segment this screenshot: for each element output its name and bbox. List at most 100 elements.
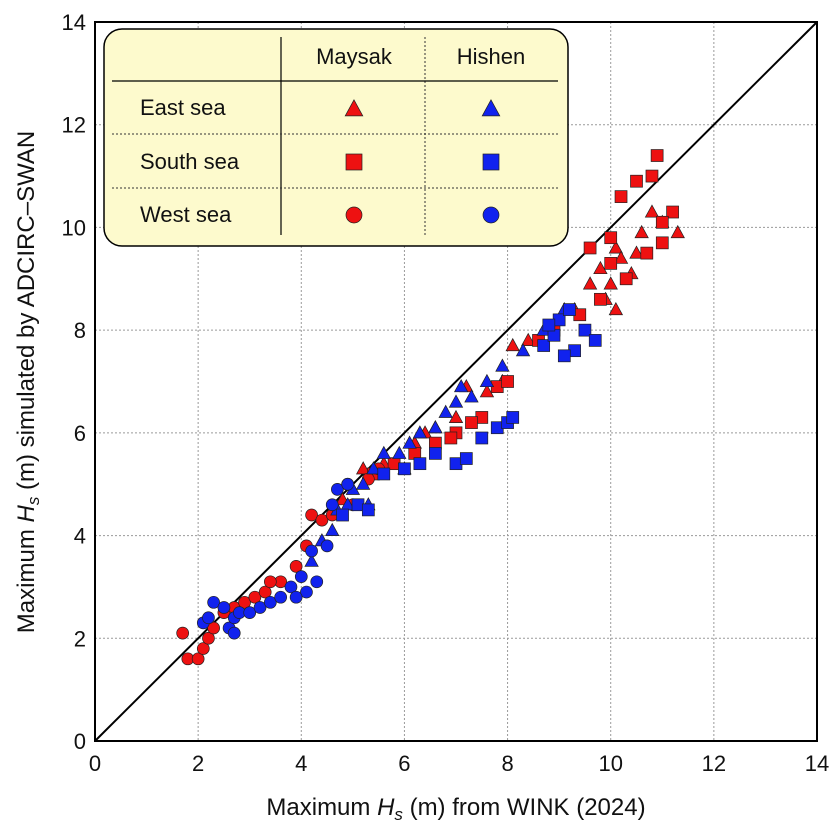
data-point [475, 431, 489, 445]
data-point [402, 435, 417, 449]
data-point [207, 595, 220, 609]
data-point [506, 411, 520, 424]
data-point [505, 337, 520, 352]
data-point [640, 246, 654, 260]
data-point [464, 389, 479, 403]
data-point [310, 575, 324, 589]
data-point [263, 595, 277, 609]
data-point [429, 447, 442, 460]
y-tick-label: 2 [74, 626, 86, 651]
data-point [325, 498, 339, 512]
data-point [413, 457, 427, 471]
legend: Maysak Hishen East sea South sea West se… [103, 28, 569, 247]
data-point [305, 508, 318, 522]
data-point [243, 606, 257, 619]
data-point [274, 590, 288, 604]
plot-frame [94, 21, 818, 742]
legend-markers [344, 99, 501, 224]
data-point [655, 215, 669, 229]
data-point [284, 580, 298, 594]
y-tick-label: 0 [74, 729, 86, 754]
data-point [629, 245, 644, 259]
y-tick-label: 14 [62, 10, 86, 35]
data-point [650, 149, 664, 162]
data-point [608, 240, 624, 254]
data-point [645, 169, 659, 183]
data-point [521, 332, 536, 346]
legend-marker-square [345, 153, 363, 171]
data-point [582, 276, 598, 290]
legend-marker-circle [482, 206, 500, 224]
y-tick-label: 12 [62, 113, 86, 138]
tick-labels: 0 2 4 6 8 10 12 14 0 2 4 6 8 10 12 14 [62, 10, 830, 776]
data-point [666, 205, 679, 219]
data-point [366, 461, 381, 475]
x-tick-label: 14 [805, 751, 829, 776]
legend-marker-circle [345, 206, 363, 224]
data-point [453, 379, 469, 393]
data-point [300, 585, 313, 599]
x-tick-label: 8 [501, 751, 513, 776]
data-point [583, 241, 597, 255]
data-point [448, 409, 464, 423]
data-point [428, 420, 443, 434]
legend-marker-triangle [481, 99, 501, 117]
legend-marker-square [482, 153, 500, 171]
legend-marker-triangle [344, 99, 364, 117]
data-point [217, 601, 231, 614]
legend-row-east-sea: East sea [140, 95, 226, 120]
data-point [289, 560, 303, 573]
y-tick-label: 6 [74, 421, 86, 446]
x-tick-label: 10 [598, 751, 622, 776]
one-to-one-line [94, 21, 818, 742]
data-point [263, 575, 277, 589]
data-point [448, 394, 464, 408]
data-point [655, 236, 669, 250]
data-point [202, 631, 215, 645]
data-point [537, 339, 551, 352]
data-point [392, 445, 407, 459]
y-tick-label: 8 [74, 318, 86, 343]
legend-header-maysak: Maysak [316, 44, 393, 69]
data-point [644, 204, 660, 218]
data-point [227, 626, 241, 640]
data-point [593, 260, 608, 275]
data-point [515, 343, 531, 357]
data-point [377, 467, 391, 481]
data-point [248, 590, 262, 604]
data-point [289, 590, 303, 604]
data-point [341, 477, 355, 491]
data-point [479, 384, 495, 398]
x-axis-label: Maximum Hs (m) from WINK (2024) [266, 794, 645, 824]
data-point [501, 375, 514, 388]
legend-box [103, 28, 569, 247]
data-point [355, 476, 371, 490]
data-point [325, 522, 340, 536]
data-point [294, 570, 308, 584]
data-point [238, 595, 251, 609]
x-tick-label: 4 [295, 751, 307, 776]
data-point [444, 431, 458, 445]
data-point [191, 652, 205, 666]
data-point [614, 190, 628, 203]
data-point [670, 224, 685, 239]
data-point [604, 257, 618, 270]
data-point [376, 445, 391, 459]
x-tick-label: 0 [89, 751, 101, 776]
legend-row-west-sea: West sea [140, 202, 232, 227]
y-tick-label: 10 [62, 215, 86, 240]
data-point [398, 462, 411, 476]
y-axis-label: Maximum Hs (m) simulated by ADCIRC–SWAN [13, 131, 43, 633]
data-point [588, 334, 602, 347]
data-point [542, 318, 556, 332]
data-point [438, 404, 453, 418]
data-point [604, 231, 618, 245]
data-point [320, 539, 334, 553]
data-points [176, 149, 685, 666]
data-point [578, 323, 592, 337]
data-point [196, 642, 210, 655]
data-point [258, 585, 272, 599]
data-point [608, 301, 624, 316]
data-point [305, 544, 318, 558]
